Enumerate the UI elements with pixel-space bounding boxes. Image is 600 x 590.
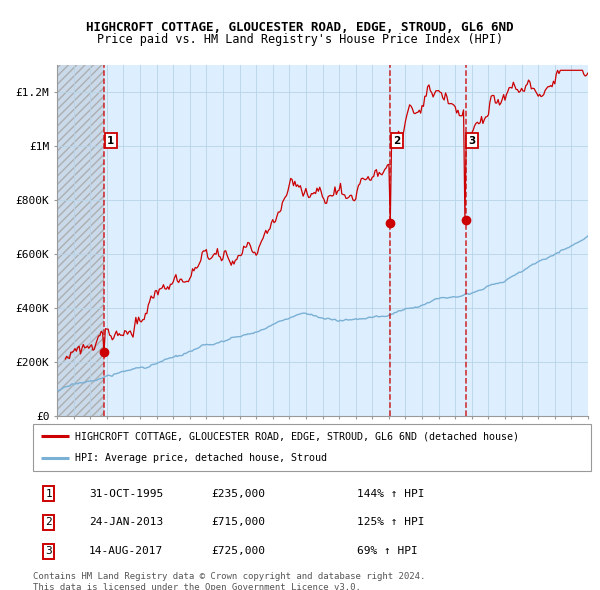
Text: HIGHCROFT COTTAGE, GLOUCESTER ROAD, EDGE, STROUD, GL6 6ND (detached house): HIGHCROFT COTTAGE, GLOUCESTER ROAD, EDGE… [75, 431, 519, 441]
Bar [57, 65, 104, 416]
Text: £715,000: £715,000 [212, 517, 266, 527]
Text: 24-JAN-2013: 24-JAN-2013 [89, 517, 163, 527]
Text: 31-OCT-1995: 31-OCT-1995 [89, 489, 163, 499]
Text: 144% ↑ HPI: 144% ↑ HPI [356, 489, 424, 499]
Text: £235,000: £235,000 [212, 489, 266, 499]
FancyBboxPatch shape [33, 424, 591, 471]
Text: 1: 1 [107, 136, 114, 146]
Text: HIGHCROFT COTTAGE, GLOUCESTER ROAD, EDGE, STROUD, GL6 6ND: HIGHCROFT COTTAGE, GLOUCESTER ROAD, EDGE… [86, 21, 514, 34]
Text: £725,000: £725,000 [212, 546, 266, 556]
Text: Contains HM Land Registry data © Crown copyright and database right 2024.
This d: Contains HM Land Registry data © Crown c… [33, 572, 425, 590]
Text: 1: 1 [45, 489, 52, 499]
Text: 2: 2 [393, 136, 400, 146]
Text: HPI: Average price, detached house, Stroud: HPI: Average price, detached house, Stro… [75, 453, 327, 463]
Text: Price paid vs. HM Land Registry's House Price Index (HPI): Price paid vs. HM Land Registry's House … [97, 33, 503, 46]
Text: 2: 2 [45, 517, 52, 527]
Text: 69% ↑ HPI: 69% ↑ HPI [356, 546, 418, 556]
Text: 3: 3 [469, 136, 476, 146]
Text: 125% ↑ HPI: 125% ↑ HPI [356, 517, 424, 527]
Text: 14-AUG-2017: 14-AUG-2017 [89, 546, 163, 556]
Text: 3: 3 [45, 546, 52, 556]
